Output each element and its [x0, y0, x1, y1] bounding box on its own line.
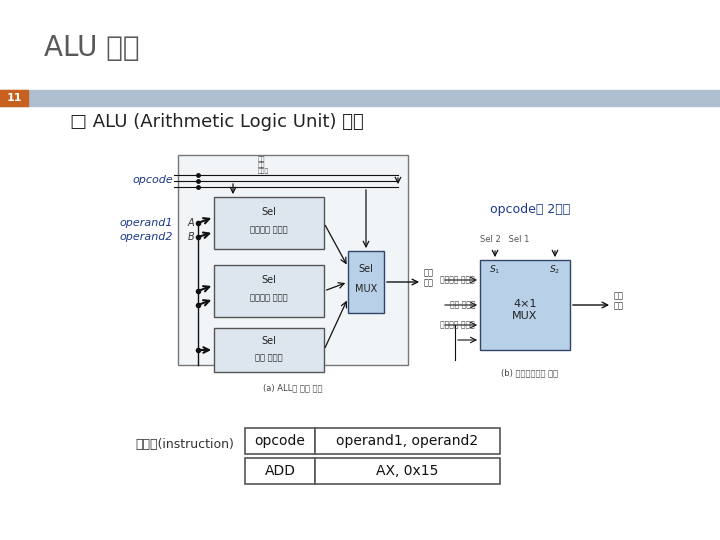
Bar [0, 90, 28, 106]
Text: 연산
결과: 연산 결과 [424, 268, 434, 288]
Text: Sel: Sel [261, 336, 276, 346]
Text: 입력선: 입력선 [258, 168, 269, 174]
Text: 이동 처리기: 이동 처리기 [449, 300, 475, 309]
Text: opcode: opcode [255, 434, 305, 448]
Bar [348, 251, 384, 313]
Text: MUX: MUX [355, 284, 377, 294]
Text: (a) ALL의 내부 구조: (a) ALL의 내부 구조 [264, 383, 323, 392]
Text: Sel: Sel [261, 275, 276, 285]
Text: ADD: ADD [264, 464, 295, 478]
Text: $S_2$: $S_2$ [549, 264, 561, 276]
Text: 논리연산 처리기: 논리연산 처리기 [250, 294, 288, 302]
Text: 4×1
MUX: 4×1 MUX [513, 299, 538, 321]
Bar [315, 458, 500, 484]
Text: 선택: 선택 [258, 162, 266, 168]
Bar [214, 265, 324, 317]
Text: B: B [188, 232, 194, 242]
Text: opcode: opcode [132, 175, 173, 185]
Text: operand1, operand2: operand1, operand2 [336, 434, 479, 448]
Text: Sel: Sel [261, 207, 276, 217]
Bar [245, 428, 315, 454]
Text: opcode가 2비트: opcode가 2비트 [490, 204, 570, 217]
Text: Sel: Sel [359, 264, 374, 274]
Text: operand2: operand2 [120, 232, 173, 242]
Text: operand1: operand1 [120, 218, 173, 228]
Text: 연산
결과: 연산 결과 [614, 291, 624, 310]
Text: 이동 처리기: 이동 처리기 [255, 354, 283, 362]
Bar [480, 260, 570, 350]
Bar [245, 458, 315, 484]
Bar [214, 197, 324, 249]
Text: 논리연산 처리기: 논리연산 처리기 [440, 321, 475, 329]
Text: 산술연산 처리기: 산술연산 처리기 [250, 226, 288, 234]
Text: □ ALU (Arithmetic Logic Unit) 구조: □ ALU (Arithmetic Logic Unit) 구조 [70, 113, 364, 131]
Text: (b) 멀티플렉서의 연결: (b) 멀티플렉서의 연결 [501, 368, 559, 377]
Text: Sel 2   Sel 1: Sel 2 Sel 1 [480, 235, 530, 245]
Text: 연산: 연산 [258, 156, 266, 162]
Bar [315, 428, 500, 454]
Text: 11: 11 [6, 93, 22, 103]
Text: 명령어(instruction): 명령어(instruction) [135, 438, 235, 451]
Text: A: A [188, 218, 194, 228]
Text: $S_1$: $S_1$ [490, 264, 500, 276]
Text: 산술연산 처리기: 산술연산 처리기 [440, 275, 475, 285]
Bar [214, 328, 324, 372]
Bar [0, 90, 720, 106]
Text: AX, 0x15: AX, 0x15 [377, 464, 438, 478]
Text: ALU 구조: ALU 구조 [44, 34, 140, 62]
Bar [178, 155, 408, 365]
